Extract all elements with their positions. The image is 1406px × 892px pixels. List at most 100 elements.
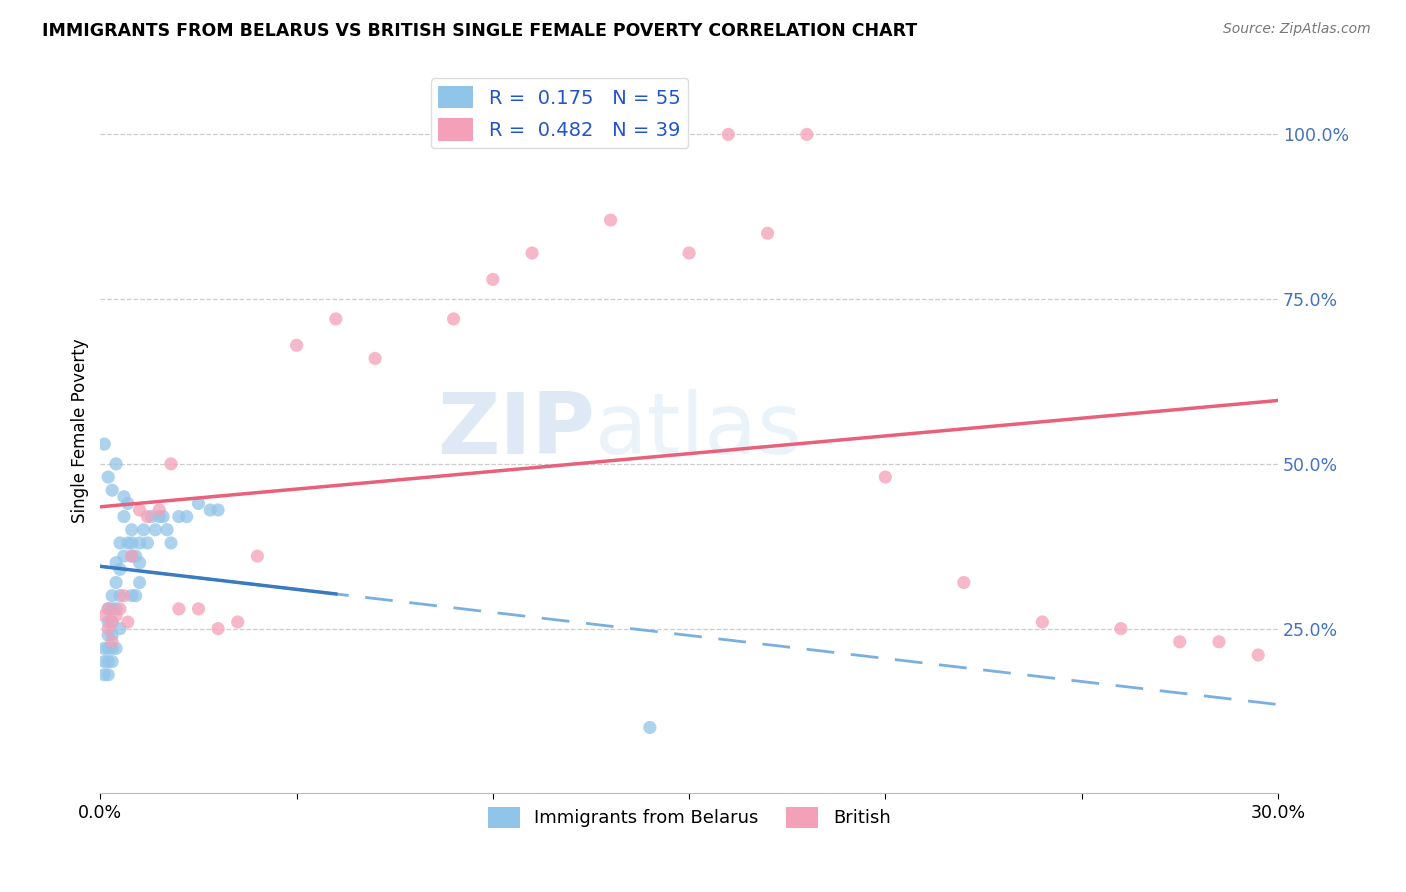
Point <box>97 622 120 636</box>
Point <box>101 634 124 648</box>
Point <box>167 602 190 616</box>
Point <box>97 641 120 656</box>
Point <box>128 556 150 570</box>
Point <box>93 608 115 623</box>
Point <box>105 457 128 471</box>
Point <box>108 602 131 616</box>
Point <box>176 509 198 524</box>
Point <box>108 562 131 576</box>
Point <box>207 622 229 636</box>
Point <box>105 608 128 623</box>
Point <box>226 615 249 629</box>
Point <box>285 338 308 352</box>
Point <box>93 437 115 451</box>
Point <box>560 128 582 142</box>
Legend: Immigrants from Belarus, British: Immigrants from Belarus, British <box>481 800 898 835</box>
Point <box>1208 634 1230 648</box>
Point <box>638 721 661 735</box>
Point <box>124 549 146 563</box>
Point <box>143 523 166 537</box>
Point <box>482 272 505 286</box>
Point <box>101 602 124 616</box>
Point <box>1109 622 1132 636</box>
Point <box>520 246 543 260</box>
Point <box>97 667 120 681</box>
Point <box>1031 615 1053 629</box>
Point <box>148 509 170 524</box>
Text: IMMIGRANTS FROM BELARUS VS BRITISH SINGLE FEMALE POVERTY CORRELATION CHART: IMMIGRANTS FROM BELARUS VS BRITISH SINGL… <box>42 22 918 40</box>
Point <box>101 483 124 498</box>
Point <box>101 641 124 656</box>
Point <box>638 128 661 142</box>
Point <box>108 589 131 603</box>
Point <box>136 536 159 550</box>
Point <box>97 602 120 616</box>
Point <box>160 457 183 471</box>
Point <box>101 655 124 669</box>
Point <box>187 602 209 616</box>
Point <box>156 523 179 537</box>
Point <box>443 312 465 326</box>
Point <box>128 575 150 590</box>
Point <box>875 470 897 484</box>
Point <box>141 509 163 524</box>
Point <box>1247 648 1270 662</box>
Point <box>124 589 146 603</box>
Point <box>93 667 115 681</box>
Point <box>93 655 115 669</box>
Point <box>101 615 124 629</box>
Point <box>112 490 135 504</box>
Point <box>101 615 124 629</box>
Point <box>97 628 120 642</box>
Point <box>105 575 128 590</box>
Point <box>717 128 740 142</box>
Point <box>121 589 143 603</box>
Point <box>136 509 159 524</box>
Point <box>678 246 700 260</box>
Point <box>160 536 183 550</box>
Point <box>117 615 139 629</box>
Point <box>105 641 128 656</box>
Point <box>132 523 155 537</box>
Point <box>364 351 387 366</box>
Text: ZIP: ZIP <box>437 390 595 473</box>
Point <box>953 575 976 590</box>
Y-axis label: Single Female Poverty: Single Female Poverty <box>72 339 89 524</box>
Point <box>105 602 128 616</box>
Point <box>101 628 124 642</box>
Point <box>796 128 818 142</box>
Point <box>112 589 135 603</box>
Point <box>117 536 139 550</box>
Point <box>148 503 170 517</box>
Point <box>97 602 120 616</box>
Point <box>101 589 124 603</box>
Point <box>207 503 229 517</box>
Point <box>97 615 120 629</box>
Point <box>121 523 143 537</box>
Point <box>97 470 120 484</box>
Point <box>325 312 347 326</box>
Point <box>121 549 143 563</box>
Point <box>1168 634 1191 648</box>
Point <box>112 509 135 524</box>
Point <box>187 496 209 510</box>
Point <box>756 226 779 240</box>
Text: atlas: atlas <box>595 390 803 473</box>
Point <box>200 503 222 517</box>
Text: Source: ZipAtlas.com: Source: ZipAtlas.com <box>1223 22 1371 37</box>
Point <box>121 536 143 550</box>
Point <box>108 622 131 636</box>
Point <box>128 536 150 550</box>
Point <box>167 509 190 524</box>
Point <box>105 556 128 570</box>
Point <box>112 549 135 563</box>
Point <box>93 641 115 656</box>
Point <box>117 496 139 510</box>
Point <box>246 549 269 563</box>
Point <box>121 549 143 563</box>
Point <box>128 503 150 517</box>
Point <box>97 655 120 669</box>
Point <box>108 536 131 550</box>
Point <box>599 213 621 227</box>
Point <box>152 509 174 524</box>
